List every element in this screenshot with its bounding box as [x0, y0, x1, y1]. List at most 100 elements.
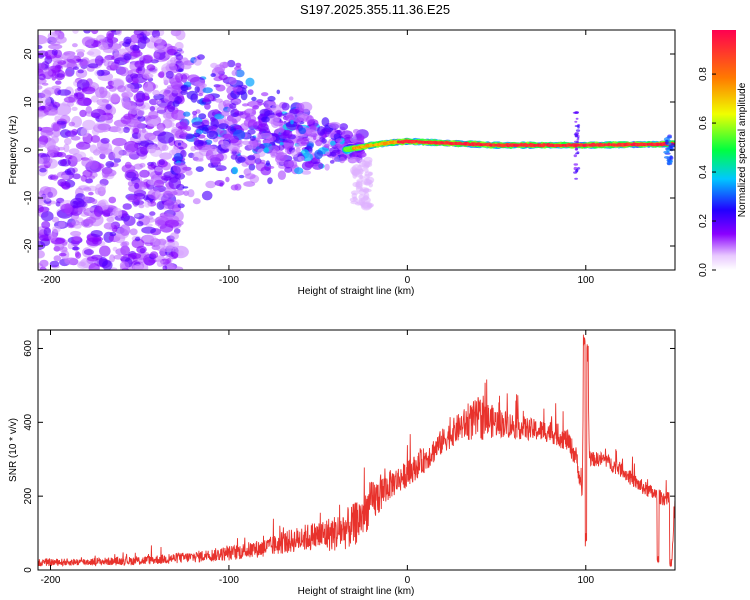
spectrogram-cell: [267, 145, 279, 154]
spectrogram-cell: [165, 63, 177, 72]
spectrogram-cell: [102, 260, 113, 270]
spectrogram-cell: [214, 180, 225, 187]
spectrogram-cell: [358, 159, 367, 167]
spectrogram-cell: [573, 133, 579, 136]
spectrogram-cell: [157, 193, 169, 201]
spectrogram-cell: [110, 63, 121, 70]
spectrogram-cell: [339, 123, 349, 131]
spectrogram-cell: [163, 200, 179, 210]
spectrogram-cell: [99, 245, 111, 257]
spectrogram-cell: [574, 177, 578, 180]
spectrogram-cell: [295, 116, 302, 124]
spectrogram-cell: [284, 166, 293, 173]
spectrogram-cell: [243, 181, 256, 187]
spectrogram-cell: [57, 178, 67, 187]
spectrogram-cell: [63, 96, 76, 103]
spectrogram-cell: [72, 30, 79, 34]
spectrogram-cell: [68, 121, 76, 127]
spectrogram-cell: [105, 161, 115, 168]
spectrogram-cell: [78, 261, 86, 267]
spectrogram-cell: [103, 222, 115, 230]
spectrogram-cell: [88, 175, 96, 180]
spectrogram-cell: [105, 85, 114, 90]
spectrogram-cell: [251, 108, 256, 115]
spectrogram-cell: [132, 78, 139, 84]
spectrogram-cell: [218, 74, 228, 81]
spectrogram-cell: [304, 161, 314, 168]
spectrogram-cell: [38, 250, 45, 259]
spectrogram-cell: [134, 182, 140, 189]
spectrogram-cell: [329, 140, 336, 146]
spectrogram-cell: [364, 171, 373, 177]
spectrogram-cell: [275, 112, 285, 117]
spectrogram-cell: [134, 236, 141, 242]
spectrogram-cell: [180, 90, 188, 95]
spectrogram-cell: [230, 154, 238, 160]
spectrogram-cell: [123, 113, 136, 120]
spectrogram-cell: [63, 143, 70, 153]
spectrogram-cell: [194, 85, 200, 93]
spectrogram-cell: [144, 199, 151, 208]
spectrogram-cell: [368, 182, 373, 188]
spectrogram-cell: [99, 87, 105, 95]
spectrogram-cell: [202, 87, 213, 94]
spectrogram-cell: [132, 264, 144, 270]
spectrogram-cell: [271, 104, 282, 113]
spectrogram-cell: [77, 97, 92, 106]
spectrogram-cell: [260, 166, 272, 176]
spectrogram-cell: [83, 249, 94, 256]
snr-frame: [37, 329, 676, 571]
spectrogram-cell: [38, 62, 46, 70]
spectrogram-cell: [174, 41, 184, 51]
spectrogram-cell: [88, 263, 100, 270]
spectrogram-cell: [77, 69, 84, 74]
spectrogram-cell: [110, 30, 116, 33]
spectrogram-cell: [122, 150, 133, 156]
spectrogram-cell: [171, 109, 186, 121]
spectrogram-cell: [301, 170, 312, 175]
spectrogram-cell: [117, 126, 124, 134]
spectrogram-cell: [144, 217, 156, 223]
spectrogram-cell: [174, 172, 186, 180]
spectrogram-cell: [193, 58, 202, 66]
spectrogram-cell: [161, 144, 169, 151]
snr-x-label: Height of straight line (km): [298, 586, 415, 597]
spectrogram-cell: [71, 246, 80, 251]
spectrogram-cell: [39, 259, 49, 268]
spectrogram-cell: [194, 81, 202, 87]
spectrogram-cell: [247, 100, 262, 108]
spectrogram-cell: [170, 232, 179, 240]
spectrogram-cell: [65, 154, 74, 160]
spectrogram-cell: [112, 44, 121, 52]
spectrogram-cell: [227, 143, 240, 152]
spectrogram-cell: [245, 77, 255, 87]
spectrogram-cell: [38, 101, 42, 107]
y-tick-label: 10: [23, 96, 34, 108]
spectrogram-cell: [123, 53, 132, 61]
colorbar-tick-label: 0.0: [698, 263, 709, 277]
spectrogram-cell: [298, 127, 307, 135]
spectrogram-cell: [49, 260, 60, 268]
spectrogram-cell: [193, 139, 208, 147]
spectrogram-cell: [156, 259, 164, 267]
spectrogram-cell: [358, 194, 365, 201]
spectrogram-cell: [191, 121, 205, 128]
spectrogram-cell: [208, 125, 217, 131]
spectrogram-cell: [113, 52, 121, 58]
spectrogram-cell: [663, 156, 671, 159]
spectrogram-cell: [340, 130, 354, 140]
spectrogram-cell: [130, 50, 143, 57]
spectrogram-cell: [50, 134, 58, 138]
spectrogram-cell: [267, 177, 273, 185]
spectrogram-cell: [314, 149, 323, 160]
spectrogram-cell: [325, 151, 331, 156]
spectrogram-cell: [666, 136, 672, 139]
spectrogram-cell: [71, 236, 83, 244]
spectrogram-cell: [167, 239, 175, 243]
spectrogram-cell: [202, 97, 211, 103]
spectrogram-cell: [177, 142, 182, 146]
spectrogram-cell: [47, 140, 55, 150]
spectrogram-cell: [577, 136, 580, 139]
spectrogram-cell: [261, 92, 269, 97]
spectrogram-cell: [329, 160, 335, 164]
